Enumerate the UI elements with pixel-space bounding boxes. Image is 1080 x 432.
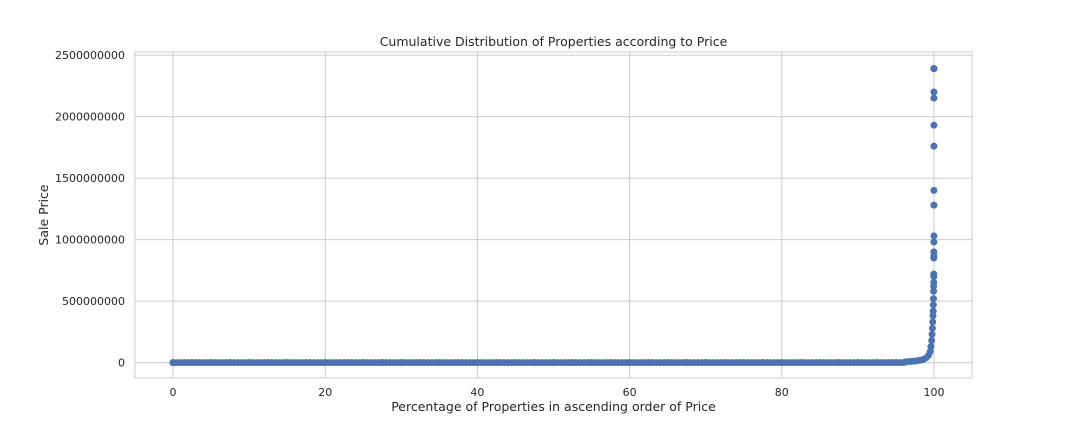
data-point (929, 318, 937, 326)
data-points (169, 65, 938, 367)
data-point (930, 248, 938, 256)
data-point (588, 359, 596, 367)
data-point (930, 88, 938, 96)
data-point (416, 359, 424, 367)
data-point (930, 65, 938, 73)
y-axis-ticks: 0 500000000 1000000000 1500000000 2000000000… (55, 49, 125, 370)
data-point (492, 359, 500, 367)
data-point (928, 336, 936, 344)
data-point (930, 201, 938, 209)
data-point (397, 359, 405, 367)
data-point (930, 238, 938, 246)
data-point (873, 359, 881, 367)
data-point (928, 330, 936, 338)
data-point (169, 359, 177, 367)
data-point (340, 359, 348, 367)
x-tick-label: 40 (470, 386, 484, 399)
y-tick-label: 2000000000 (55, 111, 125, 124)
data-point (511, 359, 519, 367)
data-point (892, 359, 900, 367)
data-point (721, 359, 729, 367)
data-point (702, 359, 710, 367)
data-point (778, 359, 786, 367)
data-point (929, 301, 937, 309)
data-point (929, 295, 937, 303)
data-point (435, 359, 443, 367)
x-tick-label: 20 (318, 386, 332, 399)
data-point (359, 359, 367, 367)
data-point (854, 359, 862, 367)
x-tick-label: 60 (623, 386, 637, 399)
data-point (188, 359, 196, 367)
data-point (930, 121, 938, 129)
data-point (569, 359, 577, 367)
y-tick-label: 1000000000 (55, 234, 125, 247)
chart-title: Cumulative Distribution of Properties ac… (380, 34, 728, 49)
data-point (550, 359, 557, 367)
data-point (454, 359, 462, 367)
data-point (740, 359, 748, 367)
x-tick-label: 100 (923, 386, 944, 399)
data-point (530, 359, 538, 367)
data-point (378, 359, 386, 367)
data-point (607, 359, 615, 367)
data-point (226, 359, 234, 367)
x-tick-label: 0 (170, 386, 177, 399)
y-tick-label: 2500000000 (55, 49, 125, 62)
y-tick-label: 1500000000 (55, 172, 125, 185)
y-axis-label: Sale Price (36, 184, 51, 246)
data-point (283, 359, 291, 367)
data-point (930, 142, 938, 150)
data-point (930, 186, 938, 194)
data-point (930, 270, 938, 278)
data-point (321, 359, 329, 367)
data-point (626, 359, 634, 367)
y-tick-label: 500000000 (62, 295, 125, 308)
data-point (816, 359, 824, 367)
x-tick-label: 80 (775, 386, 789, 399)
data-point (759, 359, 767, 367)
data-point (664, 359, 672, 367)
data-point (930, 94, 938, 102)
data-point (929, 307, 937, 315)
data-point (683, 359, 691, 367)
data-point (473, 359, 481, 367)
data-point (835, 359, 843, 367)
data-point (245, 359, 253, 367)
x-axis-label: Percentage of Properties in ascending or… (391, 399, 716, 414)
data-point (797, 359, 805, 367)
x-axis-ticks: 0 20 40 60 80 100 (170, 386, 945, 399)
data-point (302, 359, 310, 367)
data-point (927, 343, 935, 351)
data-point (264, 359, 272, 367)
data-point (929, 312, 937, 320)
data-point (930, 287, 938, 295)
data-point (207, 359, 215, 367)
data-point (930, 279, 938, 287)
y-tick-label: 0 (118, 357, 125, 370)
data-point (645, 359, 653, 367)
plot-area-frame (134, 51, 973, 379)
data-point (928, 324, 936, 332)
data-point (930, 232, 938, 240)
